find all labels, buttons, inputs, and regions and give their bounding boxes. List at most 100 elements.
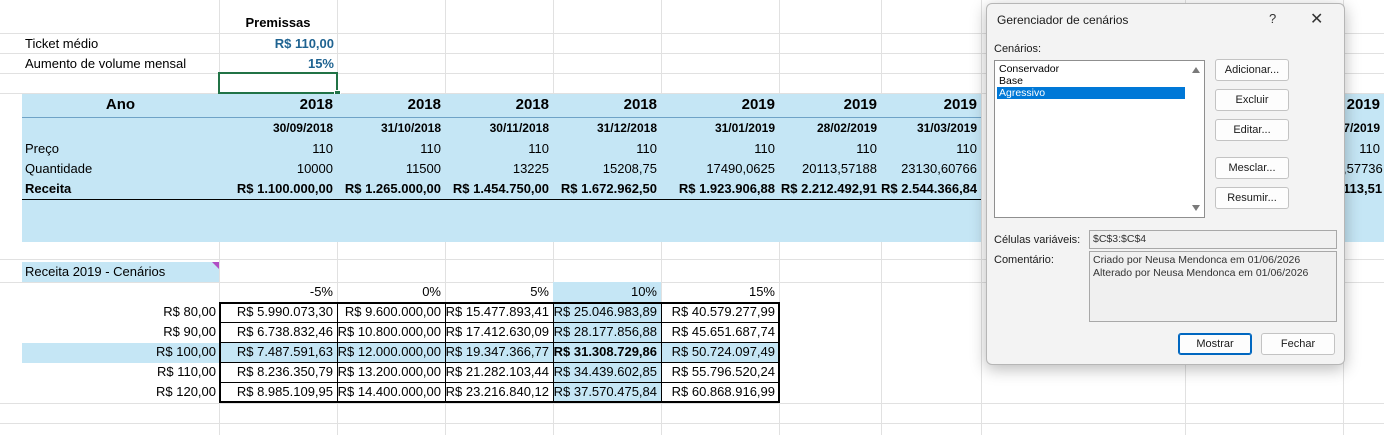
year-cell[interactable]: 2018 (407, 96, 441, 113)
scenario-value-cell[interactable]: R$ 15.477.893,41 (445, 304, 549, 319)
value-cell[interactable]: 23130,60766 (901, 161, 977, 176)
comment-field[interactable]: Criado por Neusa Mendonca em 01/06/2026 … (1089, 251, 1337, 322)
value-cell[interactable]: 110 (312, 141, 333, 156)
merge-button[interactable]: Mesclar... (1215, 157, 1289, 179)
scroll-down-icon[interactable] (1192, 205, 1200, 211)
value-cell[interactable]: 110 (856, 141, 877, 156)
scenario-value-cell[interactable]: R$ 25.046.983,89 (553, 304, 657, 319)
ano-header[interactable]: Ano (105, 96, 136, 113)
scenario-value-cell[interactable]: R$ 19.347.366,77 (445, 344, 549, 359)
value-cell[interactable]: 110 (956, 141, 977, 156)
scenario-item-conservador[interactable]: Conservador (999, 63, 1060, 75)
value-cell[interactable]: R$ 1.454.750,00 (452, 181, 549, 196)
scenarios-listbox[interactable]: Conservador Base Agressivo (994, 60, 1205, 218)
year-cell[interactable]: 2019 (843, 96, 877, 113)
row-label[interactable]: Preço (25, 141, 59, 156)
value-cell[interactable]: 11500 (405, 161, 441, 176)
scenario-value-cell[interactable]: R$ 12.000.000,00 (337, 344, 441, 359)
year-cell[interactable]: 2018 (515, 96, 549, 113)
show-button[interactable]: Mostrar (1178, 333, 1252, 355)
scenario-value-cell[interactable]: R$ 45.651.687,74 (671, 324, 775, 339)
value-cell[interactable]: 10000 (296, 161, 333, 176)
date-cell[interactable]: 31/01/2019 (714, 121, 775, 135)
aumento-label[interactable]: Aumento de volume mensal (25, 56, 187, 71)
date-cell[interactable]: 31/12/2018 (596, 121, 657, 135)
price-header[interactable]: R$ 120,00 (156, 384, 216, 399)
close-button[interactable]: Fechar (1261, 333, 1335, 355)
growth-header[interactable]: 0% (422, 284, 441, 299)
scenario-value-cell[interactable]: R$ 8.985.109,95 (236, 384, 333, 399)
value-cell[interactable]: R$ 1.923.906,88 (678, 181, 775, 196)
ticket-label[interactable]: Ticket médio (25, 36, 99, 51)
value-cell[interactable]: R$ 1.672.962,50 (560, 181, 657, 196)
growth-header[interactable]: 15% (748, 284, 775, 299)
close-icon[interactable]: ✕ (1310, 11, 1324, 28)
value-cell[interactable]: 113,51 (1343, 181, 1383, 196)
aumento-value[interactable]: 15% (307, 56, 334, 71)
row-label[interactable]: Receita (25, 181, 72, 196)
year-cell[interactable]: 2019 (741, 96, 775, 113)
scenario-value-cell[interactable]: R$ 9.600.000,00 (344, 304, 441, 319)
scenario-value-cell[interactable]: R$ 37.570.475,84 (553, 384, 657, 399)
row-label[interactable]: Quantidade (25, 161, 93, 176)
scenario-value-cell[interactable]: R$ 23.216.840,12 (445, 384, 549, 399)
delete-button[interactable]: Excluir (1215, 89, 1289, 111)
scenario-value-cell[interactable]: R$ 50.724.097,49 (671, 344, 775, 359)
value-cell[interactable]: ,57736 (1343, 161, 1383, 176)
changing-cells-field[interactable]: $C$3:$C$4 (1089, 230, 1337, 249)
date-cell[interactable]: 30/11/2018 (489, 121, 549, 135)
scenario-value-cell[interactable]: R$ 28.177.856,88 (553, 324, 657, 339)
value-cell[interactable]: 110 (636, 141, 657, 156)
value-cell[interactable]: 13225 (512, 161, 549, 176)
date-cell[interactable]: 31/10/2018 (380, 121, 441, 135)
value-cell[interactable]: R$ 2.544.366,84 (881, 181, 978, 196)
scenario-value-cell[interactable]: R$ 6.738.832,46 (236, 324, 333, 339)
scenario-value-cell[interactable]: R$ 60.868.916,99 (671, 384, 775, 399)
value-cell[interactable]: 110 (1359, 141, 1380, 156)
scenario-value-cell[interactable]: R$ 31.308.729,86 (553, 344, 657, 359)
help-icon[interactable]: ? (1269, 11, 1277, 26)
growth-header[interactable]: -5% (309, 284, 333, 299)
year-cell[interactable]: 2019 (943, 96, 977, 113)
ticket-value[interactable]: R$ 110,00 (274, 36, 334, 51)
year-cell[interactable]: 2018 (299, 96, 333, 113)
date-cell[interactable]: 30/09/2018 (272, 121, 333, 135)
growth-header[interactable]: 5% (530, 284, 549, 299)
scenario-manager-dialog[interactable]: Gerenciador de cenários ? ✕ Cenários: Co… (986, 3, 1345, 365)
scenario-value-cell[interactable]: R$ 14.400.000,00 (337, 384, 441, 399)
scenario-value-cell[interactable]: R$ 40.579.277,99 (671, 304, 775, 319)
year-cell[interactable]: 2018 (623, 96, 657, 113)
value-cell[interactable]: 17490,0625 (706, 161, 775, 176)
scenario-item-agressivo[interactable]: Agressivo (997, 87, 1185, 99)
scenario-value-cell[interactable]: R$ 17.412.630,09 (445, 324, 549, 339)
scenario-value-cell[interactable]: R$ 5.990.073,30 (236, 304, 333, 319)
price-header[interactable]: R$ 100,00 (156, 344, 216, 359)
edit-button[interactable]: Editar... (1215, 119, 1289, 141)
value-cell[interactable]: 110 (528, 141, 549, 156)
scenario-value-cell[interactable]: R$ 7.487.591,63 (236, 344, 333, 359)
add-button[interactable]: Adicionar... (1215, 59, 1289, 81)
value-cell[interactable]: R$ 1.100.000,00 (236, 181, 333, 196)
scenario-title[interactable]: Receita 2019 - Cenários (25, 264, 166, 279)
scroll-up-icon[interactable] (1192, 67, 1200, 73)
value-cell[interactable]: 20113,57188 (802, 161, 877, 176)
value-cell[interactable]: 15208,75 (602, 161, 657, 176)
scenario-value-cell[interactable]: R$ 21.282.103,44 (445, 364, 549, 379)
scenario-value-cell[interactable]: R$ 34.439.602,85 (553, 364, 657, 379)
active-cell-selection[interactable] (218, 72, 338, 94)
price-header[interactable]: R$ 110,00 (156, 364, 216, 379)
value-cell[interactable]: 110 (754, 141, 775, 156)
date-cell[interactable]: 7/2019 (1343, 121, 1380, 135)
value-cell[interactable]: R$ 2.212.492,91 (780, 181, 877, 196)
scenario-value-cell[interactable]: R$ 55.796.520,24 (671, 364, 775, 379)
date-cell[interactable]: 28/02/2019 (816, 121, 877, 135)
price-header[interactable]: R$ 80,00 (163, 304, 216, 319)
price-header[interactable]: R$ 90,00 (163, 324, 216, 339)
listbox-scrollbar[interactable] (1188, 61, 1204, 217)
value-cell[interactable]: 110 (420, 141, 441, 156)
scenario-value-cell[interactable]: R$ 13.200.000,00 (337, 364, 441, 379)
year-cell[interactable]: 2019 (1346, 96, 1380, 113)
scenario-value-cell[interactable]: R$ 10.800.000,00 (337, 324, 441, 339)
growth-header[interactable]: 10% (630, 284, 657, 299)
summary-button[interactable]: Resumir... (1215, 187, 1289, 209)
